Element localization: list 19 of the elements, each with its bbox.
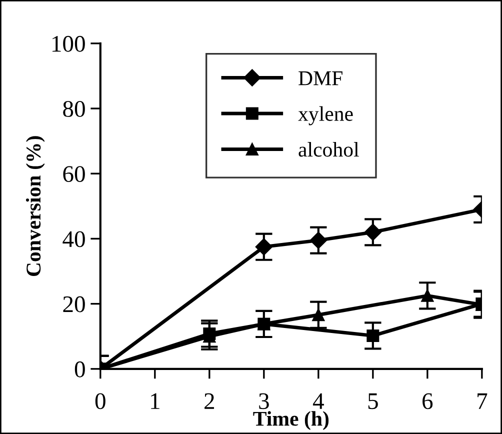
legend-label: DMF <box>298 71 342 86</box>
x-tick-label: 4 <box>312 393 324 409</box>
x-tick-label: 6 <box>422 393 433 410</box>
x-tick-label: 0 <box>95 393 106 410</box>
y-tick-label: 60 <box>63 166 85 182</box>
x-tick-label: 7 <box>478 393 488 409</box>
x-tick-label: 2 <box>204 393 214 409</box>
x-tick-label: 3 <box>259 393 269 410</box>
y-tick-label: 100 <box>52 36 85 52</box>
y-tick-label: 0 <box>74 361 85 378</box>
x-tick-label: 1 <box>151 393 160 409</box>
x-axis-title: Time (h) <box>253 411 329 430</box>
legend-label: xylene <box>298 106 353 126</box>
x-tick-label: 5 <box>368 393 378 410</box>
y-tick-label: 40 <box>62 231 85 248</box>
y-axis-title: Conversion (%) <box>26 136 45 276</box>
legend-label: alcohol <box>298 142 359 157</box>
y-tick-label: 80 <box>63 100 85 117</box>
y-tick-label: 20 <box>63 296 85 312</box>
